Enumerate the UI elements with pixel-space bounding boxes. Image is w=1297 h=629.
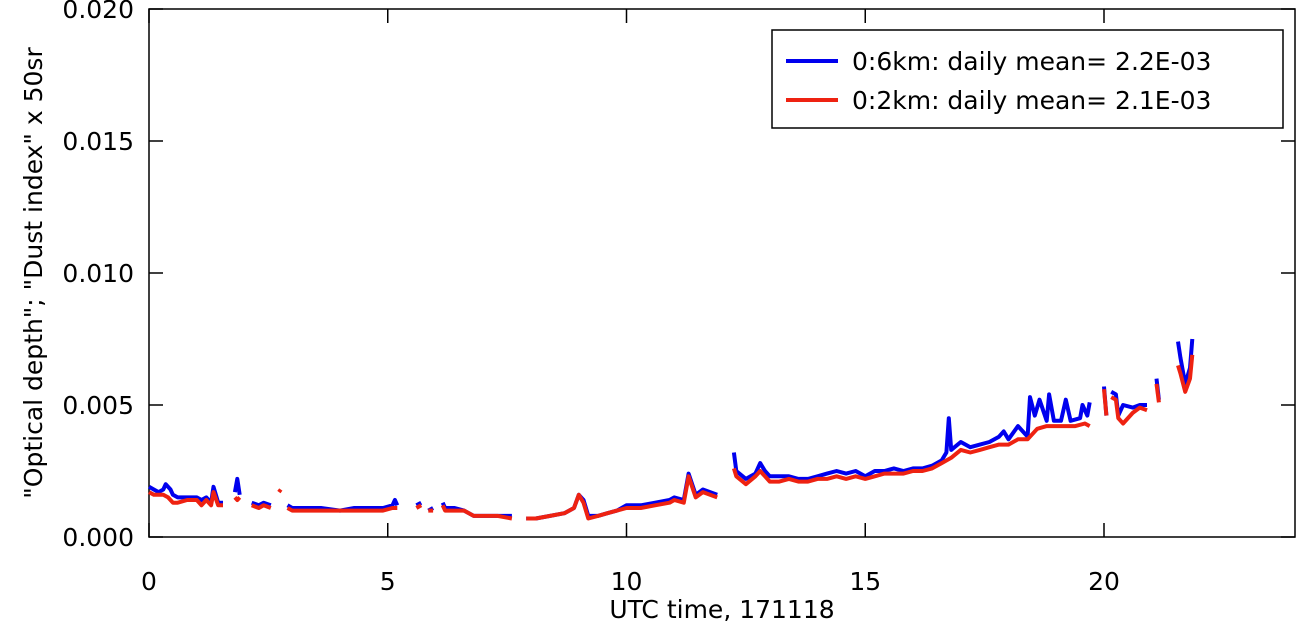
y-tick-label: 0.010	[62, 259, 134, 288]
series-line-6km	[1110, 390, 1147, 418]
legend: 0:6km: daily mean= 2.2E-03 0:2km: daily …	[771, 29, 1284, 129]
legend-label-2km: 0:2km: daily mean= 2.1E-03	[852, 86, 1211, 115]
y-tick-label: 0.000	[62, 523, 134, 552]
x-tick-label: 10	[611, 567, 643, 596]
series-line-2km	[415, 503, 423, 510]
y-tick-label: 0.005	[62, 391, 134, 420]
series-lines	[148, 338, 1195, 521]
legend-box	[771, 29, 1284, 129]
series-line-2km	[1176, 354, 1195, 394]
series-line-2km	[1154, 383, 1161, 403]
x-axis-label: UTC time, 171118	[609, 595, 834, 624]
x-tick-label: 20	[1088, 567, 1120, 596]
series-line-6km	[286, 498, 400, 513]
series-line-6km	[251, 500, 272, 508]
series-line-2km	[526, 474, 718, 521]
series-line-2km	[1102, 389, 1109, 416]
series-line-6km	[731, 392, 1092, 481]
series-line-2km	[250, 503, 272, 510]
series-line-2km	[731, 421, 1091, 487]
axis-ticks: 0 5 10 15 20 0.000 0.005 0.010 0.015 0.020	[62, 0, 1295, 596]
x-tick-label: 5	[380, 567, 396, 596]
y-tick-label: 0.015	[62, 127, 134, 156]
legend-label-6km: 0:6km: daily mean= 2.2E-03	[852, 47, 1211, 76]
series-line-2km	[440, 504, 513, 521]
y-tick-label: 0.020	[62, 0, 134, 24]
series-line-2km	[1110, 395, 1148, 426]
series-line-2km	[286, 506, 398, 513]
x-tick-label: 0	[141, 567, 157, 596]
series-line-6km	[232, 476, 242, 496]
series-line-2km	[277, 488, 283, 494]
x-tick-label: 15	[849, 567, 881, 596]
series-line-6km	[415, 500, 423, 508]
series-line-2km	[233, 496, 242, 502]
series-line-2km	[148, 490, 223, 508]
y-axis-label: "Optical depth"; "Dust index" x 50sr	[19, 47, 48, 499]
